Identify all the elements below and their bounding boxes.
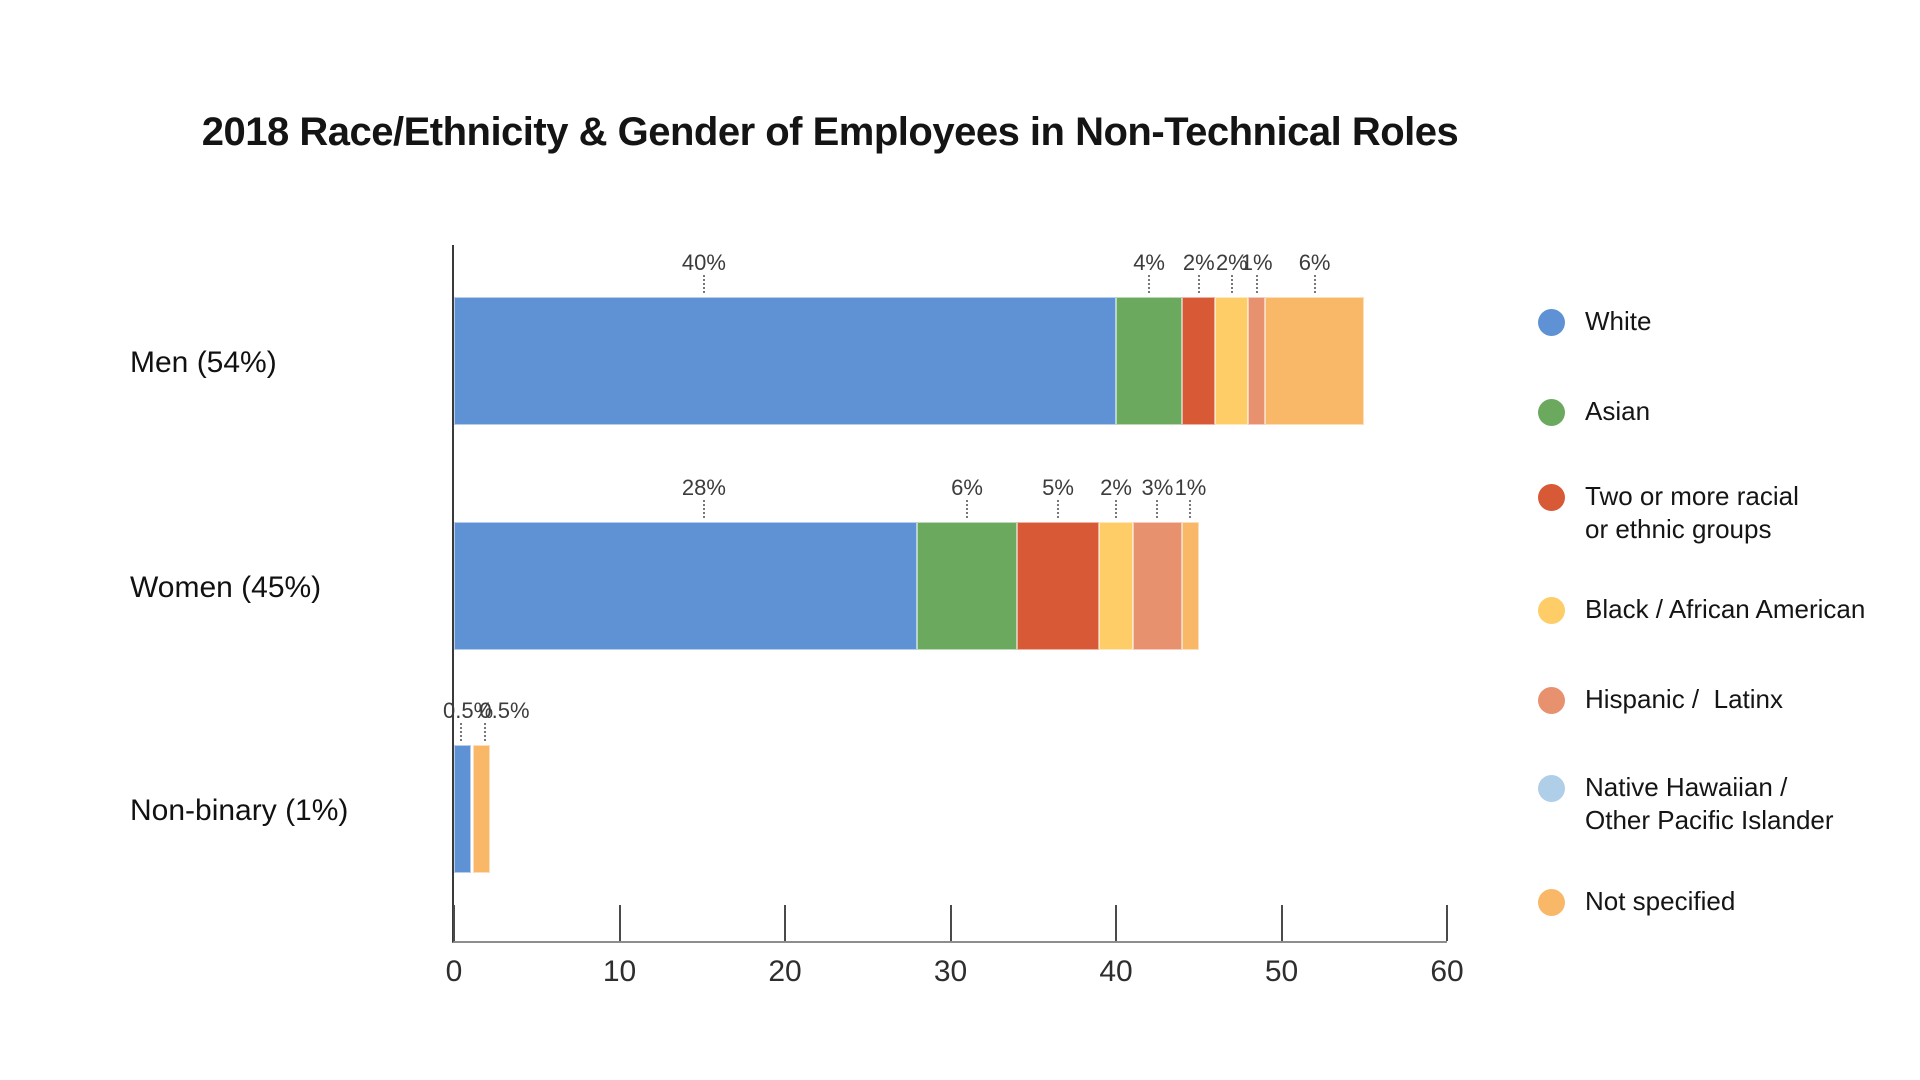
segment-leader-line: [1189, 500, 1192, 518]
legend-swatch-not_specified: [1538, 889, 1565, 916]
segment-value-label: 2%: [1182, 250, 1215, 275]
legend-label: Not specified: [1585, 886, 1736, 916]
x-axis-tick-label: 10: [602, 955, 637, 988]
x-axis-tick-label: 60: [1430, 955, 1464, 988]
bar-segment-two_or_more: [1182, 297, 1216, 425]
segment-value-label: 0.5%: [442, 698, 494, 723]
segment-leader-line: [1230, 275, 1233, 293]
legend-label: White: [1585, 306, 1652, 336]
segment-leader-line: [702, 500, 705, 518]
segment-leader-line: [1197, 275, 1200, 293]
bar-row: Men (54%) 40% 4% 2% 2% 1% 6%: [130, 250, 1447, 425]
bar-segment-not_specified: [1264, 297, 1365, 425]
category-label: Men (54%): [130, 346, 277, 379]
bar-segment-not_specified: [1182, 522, 1199, 650]
bar-segment-asian: [917, 522, 1017, 650]
segment-leader-line: [1115, 500, 1117, 518]
x-axis-tick-label: 30: [933, 955, 968, 988]
segment-leader-line: [966, 500, 969, 518]
segment-leader-line: [702, 275, 705, 293]
segment-value-label: 1%: [1240, 250, 1273, 275]
segment-value-label: 1%: [1174, 475, 1207, 500]
x-axis-tick: [618, 905, 621, 941]
legend-swatch-hispanic: [1538, 687, 1565, 714]
segment-leader-line: [1255, 275, 1258, 293]
segment-leader-line: [483, 723, 486, 741]
segment-value-label: 2%: [1100, 475, 1132, 500]
x-axis-tick-label: 40: [1099, 955, 1133, 988]
bar-row: Women (45%) 28% 6% 5% 2% 3% 1%: [130, 475, 1447, 650]
legend-label: Asian: [1585, 396, 1651, 426]
legend-swatch-two_or_more: [1538, 484, 1565, 511]
category-label: Women (45%): [130, 571, 322, 604]
segment-leader-line: [1156, 500, 1159, 518]
legend-swatch-white: [1538, 309, 1565, 336]
bar-segment-two_or_more: [1016, 522, 1100, 650]
bar-segment-black: [1215, 297, 1249, 425]
segment-leader-line: [1313, 275, 1316, 293]
bar-segment-not_specified: [473, 745, 490, 873]
segment-value-label: 40%: [681, 250, 726, 275]
x-axis-tick: [949, 905, 952, 941]
segment-value-label: 6%: [1298, 250, 1331, 275]
x-axis-tick: [1115, 905, 1117, 941]
bar-segment-white: [454, 297, 1116, 425]
segment-leader-line: [1057, 500, 1060, 518]
bar-segment-white: [454, 522, 918, 650]
legend-swatch-black: [1538, 597, 1565, 624]
bar-segment-hispanic: [1248, 297, 1265, 425]
x-axis-tick: [1280, 905, 1283, 941]
segment-leader-line: [1148, 275, 1151, 293]
chart-title: 2018 Race/Ethnicity & Gender of Employee…: [201, 110, 1459, 154]
legend-label: Black / African American: [1585, 594, 1866, 624]
legend-swatch-asian: [1538, 399, 1565, 426]
segment-value-label: 4%: [1133, 250, 1165, 275]
segment-value-label: 5%: [1042, 475, 1074, 500]
segment-value-label: 0.5%: [479, 698, 530, 723]
segment-leader-line: [460, 723, 463, 741]
legend-swatch-native_hawaiian: [1538, 775, 1565, 802]
segment-value-label: 2%: [1215, 250, 1248, 275]
bar-segment-asian: [1116, 297, 1183, 425]
x-axis-tick-label: 0: [445, 955, 463, 988]
bar-segment-black: [1099, 522, 1133, 650]
plot-area: 0 10 20 30 40 50 60 Men (54%) 40% 4% 2% 2% 1% 6% Women…: [130, 245, 1464, 988]
segment-value-label: 6%: [951, 475, 983, 500]
legend-label: Hispanic / Latinx: [1585, 684, 1783, 714]
x-axis-tick-label: 20: [768, 955, 802, 988]
x-axis-tick: [784, 905, 786, 941]
bar-segment-white: [454, 745, 472, 873]
legend-label: Two or more racial or ethnic groups: [1585, 481, 1799, 544]
bar-segment-hispanic: [1132, 522, 1183, 650]
x-axis-tick: [1446, 905, 1448, 941]
category-label: Non-binary (1%): [130, 794, 349, 827]
segment-value-label: 3%: [1141, 475, 1174, 500]
x-axis-tick: [453, 905, 455, 941]
segment-value-label: 28%: [681, 475, 726, 500]
bar-row: Non-binary (1%) 0.5% 0.5%: [130, 698, 1447, 873]
x-axis-tick-label: 50: [1264, 955, 1299, 988]
legend-label: Native Hawaiian / Other Pacific Islander: [1585, 772, 1834, 835]
